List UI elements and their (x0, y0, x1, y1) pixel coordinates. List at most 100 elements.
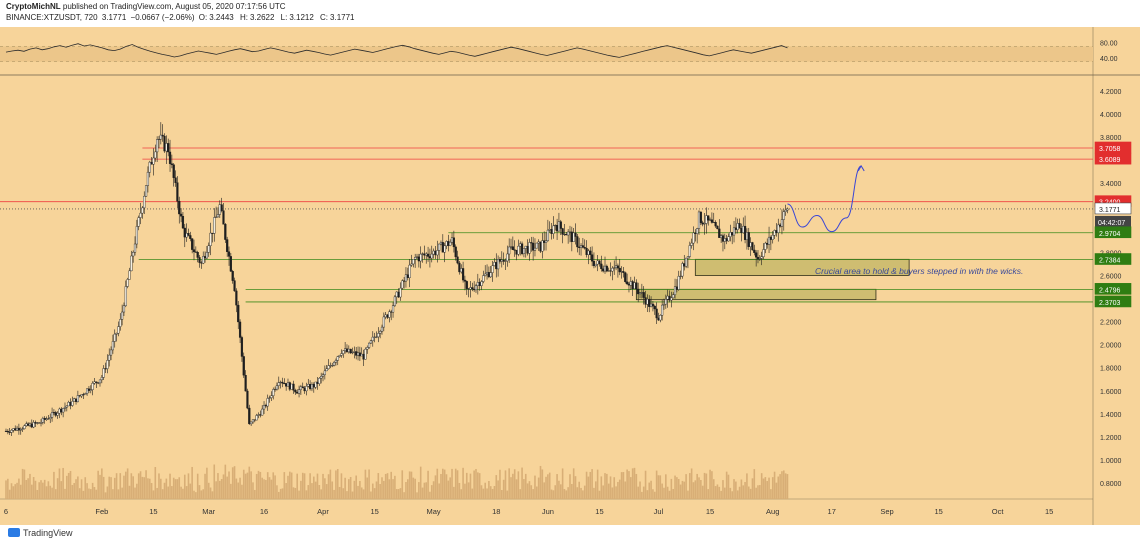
candle-body (581, 245, 584, 248)
volume-bar (71, 484, 74, 499)
candle-body (157, 138, 161, 140)
volume-bar (701, 485, 704, 499)
volume-bar (652, 489, 654, 499)
volume-bar (366, 477, 369, 499)
volume-bar (351, 491, 354, 499)
chart-header: CryptoMichNL published on TradingView.co… (0, 0, 1140, 27)
candle-body (703, 223, 706, 225)
volume-bar (7, 478, 9, 499)
candle-body (473, 288, 476, 291)
volume-bar (547, 474, 549, 499)
volume-bar (58, 468, 61, 499)
candle-body (480, 281, 483, 286)
volume-bar (502, 479, 505, 499)
candle-body (497, 259, 500, 270)
volume-bar (429, 491, 431, 499)
candle-body (664, 299, 667, 305)
candle-body (12, 428, 15, 431)
volume-bar (353, 480, 356, 499)
candle-body (366, 347, 369, 350)
volume-bar (141, 476, 144, 499)
ohlc-line: BINANCE:XTZUSDT, 720 3.1771 −0.0667 (−2.… (6, 13, 359, 22)
volume-bar (281, 488, 284, 499)
time-tick-label: 17 (828, 507, 836, 516)
candle-body (52, 412, 56, 414)
volume-bar (687, 490, 689, 499)
volume-bar (373, 488, 376, 499)
candle-body (414, 257, 417, 260)
chart-annotation[interactable]: Crucial area to hold & buyers stepped in… (815, 266, 1023, 276)
candle-body (63, 406, 67, 409)
volume-bar (534, 475, 536, 499)
volume-bar (193, 490, 195, 499)
volume-bar (469, 473, 472, 499)
volume-bar (368, 469, 370, 499)
candle-body (508, 246, 511, 255)
candle-body (611, 267, 614, 272)
volume-bar (482, 488, 485, 499)
candle-body (36, 422, 39, 424)
price-change: −0.0667 (−2.06%) (130, 13, 195, 22)
candle-body (624, 272, 627, 283)
candle-body (557, 221, 561, 232)
candle-body (579, 245, 583, 248)
volume-bar (613, 477, 616, 499)
candle-body (410, 263, 413, 266)
tradingview-brand[interactable]: TradingView (8, 528, 73, 538)
candle-body (452, 237, 455, 248)
candle-body (38, 422, 41, 424)
candle-body (285, 383, 288, 387)
volume-bar (676, 477, 678, 499)
candle-body (502, 259, 505, 262)
candle-body (141, 207, 144, 214)
candle-body (522, 248, 526, 254)
volume-bar (333, 489, 335, 499)
candle-body (237, 304, 240, 323)
candle-body (771, 235, 774, 240)
volume-bar (489, 486, 492, 499)
candle-body (528, 242, 531, 254)
candle-body (292, 383, 295, 391)
candle-body (165, 143, 168, 152)
candle-body (303, 387, 306, 392)
volume-bar (12, 486, 15, 499)
volume-bar (99, 474, 101, 499)
volume-bar (263, 479, 265, 499)
volume-bar (204, 473, 206, 499)
volume-bar (10, 483, 13, 499)
volume-bar (718, 486, 721, 499)
candle-body (677, 276, 680, 290)
candle-body (156, 139, 159, 153)
volume-bar (169, 473, 171, 499)
volume-bar (725, 471, 728, 499)
volume-bar (115, 473, 118, 499)
publisher-name[interactable]: CryptoMichNL (6, 2, 61, 11)
candle-body (399, 287, 402, 298)
volume-bar (51, 487, 53, 499)
candle-body (609, 270, 612, 272)
candle-body (211, 232, 214, 234)
volume-bar (434, 475, 437, 499)
volume-bar (289, 471, 291, 499)
volume-bar (101, 468, 103, 499)
candle-body (257, 414, 260, 416)
level-badge-label: 3.6089 (1099, 157, 1121, 164)
volume-bar (517, 471, 520, 499)
volume-bar (524, 473, 527, 499)
time-tick-label: 15 (706, 507, 714, 516)
candle-body (144, 185, 148, 197)
candle-body (642, 292, 645, 298)
candle-body (41, 418, 44, 423)
candle-body (578, 246, 581, 248)
volume-bar (609, 476, 612, 499)
projection-line (787, 165, 862, 233)
volume-bar (394, 475, 396, 499)
candle-body (281, 381, 284, 384)
volume-bar (631, 468, 634, 499)
volume-bar (519, 489, 522, 499)
candle-body (334, 360, 338, 363)
volume-bar (578, 481, 581, 499)
volume-bar (720, 490, 722, 499)
